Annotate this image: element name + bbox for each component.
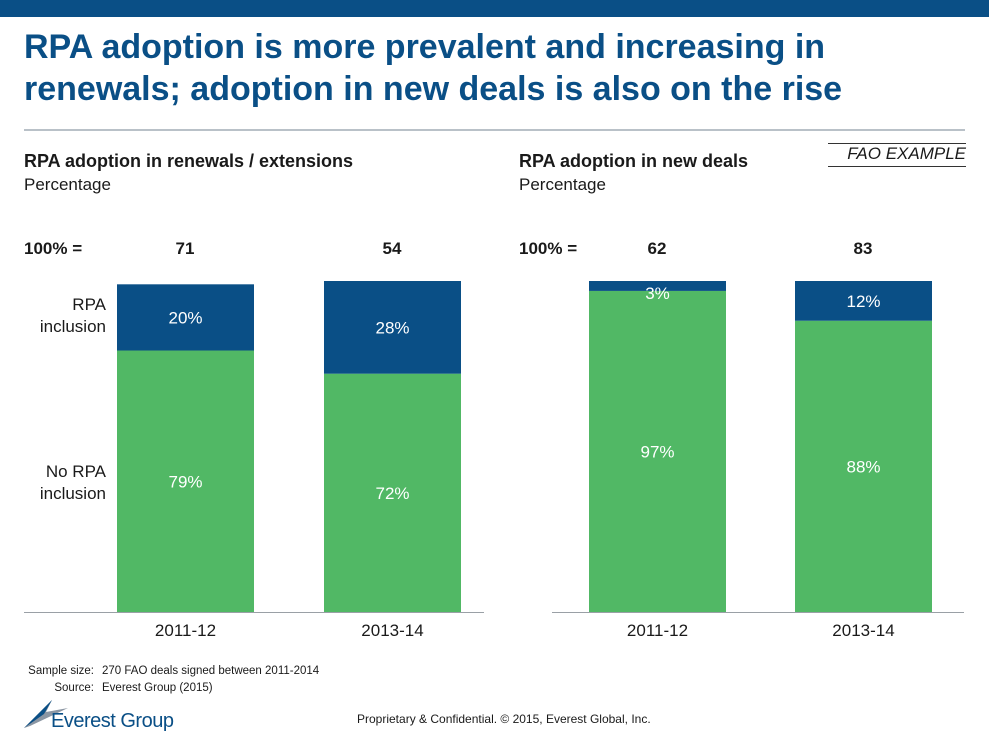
chart-2-label-2011-12-rpa: 3% xyxy=(645,284,670,303)
chart-1-bar-2013-14-rpa xyxy=(324,281,461,374)
chart-2-label-2011-12-no-rpa: 97% xyxy=(640,442,674,461)
chart-1-category-2013-14: 2013-14 xyxy=(361,621,423,640)
chart-2-total-prefix: 100% = xyxy=(519,239,578,258)
chart-2-bar-2013-14-no-rpa xyxy=(795,320,932,612)
chart-1-subtitle: Percentage xyxy=(24,175,111,194)
chart-1-label-2013-14-rpa: 28% xyxy=(375,318,409,337)
chart-2-subtitle: Percentage xyxy=(519,175,606,194)
chart-1-total-2011-12: 71 xyxy=(175,239,195,258)
chart-2-category-2011-12: 2011-12 xyxy=(627,621,688,640)
chart-1-category-2011-12: 2011-12 xyxy=(155,621,216,640)
chart-2-title: RPA adoption in new deals xyxy=(519,151,749,171)
chart-1-total-prefix: 100% = xyxy=(24,239,83,258)
fao-example-badge: FAO EXAMPLE xyxy=(828,143,966,167)
chart-1-bar-2011-12-rpa xyxy=(117,284,254,351)
chart-1-label-2011-12-rpa: 20% xyxy=(168,308,202,327)
chart-1-title: RPA adoption in renewals / extensions xyxy=(24,151,354,171)
chart-1-baseline xyxy=(24,612,484,613)
no-rpa-inclusion-label: No RPA inclusion xyxy=(39,462,106,503)
footnote-sample-size: Sample size: 270 FAO deals signed between… xyxy=(28,665,320,677)
copyright-notice: Proprietary & Confidential. © 2015, Ever… xyxy=(357,712,651,726)
footnotes: Sample size: 270 FAO deals signed between… xyxy=(24,663,319,697)
chart-2-total-2011-12: 62 xyxy=(647,239,667,258)
chart-2-category-2013-14: 2013-14 xyxy=(832,621,894,640)
footnote-source: Source: Everest Group (2015) xyxy=(54,682,213,694)
chart-2-bar-2011-12-rpa xyxy=(589,281,726,291)
title-divider xyxy=(24,129,965,131)
slide-title: RPA adoption is more prevalent and incre… xyxy=(24,28,843,108)
chart-2-label-2013-14-no-rpa: 88% xyxy=(846,457,880,476)
top-banner xyxy=(0,0,989,17)
chart-1-total-2013-14: 54 xyxy=(382,239,402,258)
chart-2-bar-2013-14-rpa xyxy=(795,281,932,321)
chart-1-bar-2011-12-no-rpa xyxy=(117,350,254,612)
everest-mountain-icon xyxy=(24,700,68,728)
logo-text: Everest Group xyxy=(51,710,174,732)
chart-2-baseline xyxy=(552,612,964,613)
chart-1-label-2013-14-no-rpa: 72% xyxy=(375,484,409,503)
chart-1-label-2011-12-no-rpa: 79% xyxy=(168,472,202,491)
chart-2-label-2013-14-rpa: 12% xyxy=(846,292,880,311)
chart-2-bar-2011-12-no-rpa xyxy=(589,290,726,612)
chart-2-total-2013-14: 83 xyxy=(853,239,873,258)
rpa-inclusion-label: RPA inclusion xyxy=(39,295,106,336)
chart-1-bar-2013-14-no-rpa xyxy=(324,373,461,612)
